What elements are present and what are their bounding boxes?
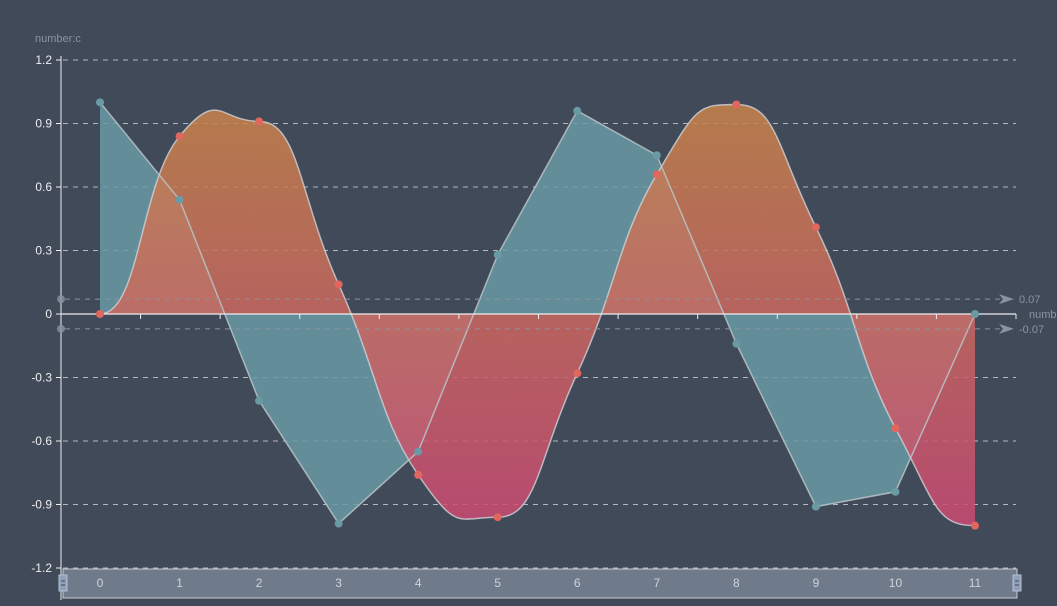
red-data-point[interactable] — [732, 100, 741, 109]
red-data-point[interactable] — [334, 280, 343, 289]
y-tick-label: 0.6 — [35, 180, 52, 194]
teal-area — [100, 102, 975, 524]
data-zoom-label: 6 — [574, 576, 581, 590]
teal-data-point[interactable] — [573, 106, 582, 115]
data-zoom-label: 9 — [813, 576, 820, 590]
data-zoom-handle-left[interactable] — [58, 574, 68, 592]
data-zoom-label: 5 — [494, 576, 501, 590]
y-tick-label: -0.6 — [31, 434, 52, 448]
red-data-point[interactable] — [811, 223, 820, 232]
markline-start-symbol — [57, 324, 65, 333]
y-tick-label: 0 — [45, 307, 52, 321]
y-tick-label: -0.9 — [31, 498, 52, 512]
teal-data-point[interactable] — [96, 98, 104, 107]
data-zoom-window[interactable] — [62, 568, 1018, 599]
teal-data-point[interactable] — [811, 502, 820, 511]
data-zoom-label: 11 — [969, 576, 982, 590]
y-tick-label: 0.9 — [35, 117, 52, 131]
teal-data-point[interactable] — [255, 396, 264, 405]
red-series-line — [99, 103, 976, 527]
data-zoom-label: 0 — [97, 576, 104, 590]
data-zoom-label: 10 — [889, 576, 903, 590]
red-data-point[interactable] — [493, 513, 502, 522]
arrow-icon — [999, 294, 1014, 305]
data-zoom-handle-right[interactable] — [1012, 574, 1022, 592]
plot-area — [99, 101, 976, 527]
data-zoom-label: 1 — [176, 576, 183, 590]
teal-series-line — [99, 101, 976, 525]
red-data-point[interactable] — [255, 117, 264, 126]
red-data-point[interactable] — [175, 132, 184, 141]
drag-handle-icon[interactable] — [58, 574, 68, 592]
teal-data-point[interactable] — [334, 519, 343, 528]
x-axis-name: numb — [1029, 309, 1057, 321]
arrow-icon — [999, 323, 1014, 334]
teal-data-point[interactable] — [175, 195, 184, 204]
red-area — [100, 104, 975, 526]
red-data-point[interactable] — [652, 170, 661, 179]
teal-data-point[interactable] — [891, 487, 900, 496]
y-tick-label: -1.2 — [31, 561, 52, 575]
red-data-point[interactable] — [573, 369, 582, 378]
teal-data-point[interactable] — [971, 310, 979, 318]
data-zoom-label: 2 — [256, 576, 263, 590]
axes: 1.2 0.9 0.6 0.3 0 -0.3 -0.6 -0.9 -1.2 — [31, 53, 1017, 600]
y-axis-name: number:c — [35, 33, 81, 45]
teal-data-point[interactable] — [414, 447, 423, 456]
data-zoom-label: 3 — [335, 576, 342, 590]
y-tick-label: 1.2 — [35, 53, 52, 67]
markline-label: 0.07 — [1019, 294, 1040, 306]
red-data-point[interactable] — [96, 310, 104, 318]
mark-lines: 0.07 -0.07 — [57, 294, 1044, 336]
red-data-point[interactable] — [891, 424, 900, 433]
data-zoom-label: 4 — [415, 576, 422, 590]
drag-handle-icon[interactable] — [1012, 574, 1022, 592]
markline-start-symbol — [57, 295, 65, 304]
teal-data-point[interactable] — [732, 339, 741, 348]
y-tick-label: -0.3 — [31, 371, 52, 385]
teal-data-point[interactable] — [652, 151, 661, 160]
markline-label: -0.07 — [1019, 324, 1044, 336]
data-zoom-label: 8 — [733, 576, 740, 590]
teal-data-point[interactable] — [493, 250, 502, 259]
y-tick-label: 0.3 — [35, 244, 52, 258]
red-data-point[interactable] — [414, 470, 423, 479]
data-zoom-slider[interactable]: 0 1 2 3 4 5 6 7 8 9 10 11 — [58, 568, 1022, 599]
red-data-point[interactable] — [971, 521, 979, 530]
data-points — [96, 98, 979, 530]
data-zoom-label: 7 — [653, 576, 660, 590]
